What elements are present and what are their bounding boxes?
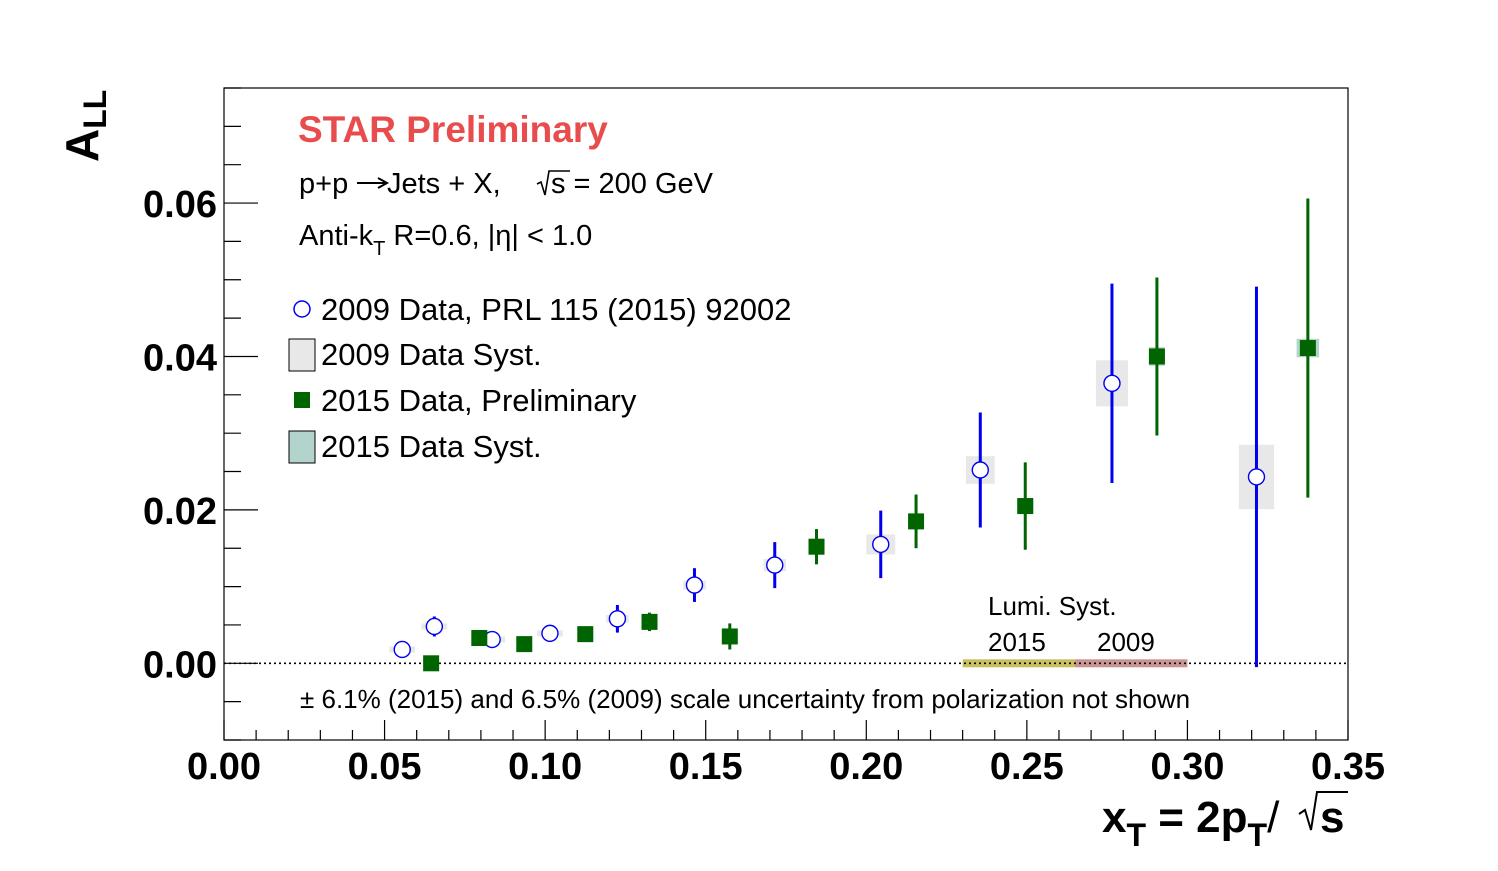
point-2009-6 [766,556,784,574]
x-axis-title-main: x [1102,793,1127,842]
lumi-band-2009 [1075,659,1188,668]
x-axis-title-sub2: T [1248,817,1268,853]
legend-filled-square-icon [294,392,310,408]
sqrt-icon [536,170,570,196]
x-tick-labels: 0.00 0.05 0.10 0.15 0.20 0.25 0.30 0.35 [187,746,1385,788]
collision-info-c: s = 200 GeV [551,168,714,200]
point-2015-10 [1299,340,1316,357]
point-2009-5 [685,576,704,594]
point-2015-7 [908,513,925,530]
jet-info-c: | < 1.0 [511,220,592,252]
point-2015-0 [423,655,440,672]
data-markers [393,340,1316,672]
point-2015-6 [808,538,825,555]
axis-ticks [223,87,1349,741]
jet-info-a: Anti-k [299,220,374,252]
svg-text:xT = 2pT/: xT = 2pT/ [1102,793,1280,853]
point-2009-8 [971,461,989,479]
x-axis-title-slash: / [1267,793,1280,842]
svg-text:p+p: p+p [299,168,348,200]
x-tick-label: 0.10 [508,746,582,788]
legend: 2009 Data, PRL 115 (2015) 92002 2009 Dat… [288,292,792,464]
x-axis-title-sub: T [1126,817,1146,853]
point-2015-4 [641,613,658,630]
x-tick-label: 0.15 [669,746,743,788]
svg-text:ALL: ALL [56,90,113,162]
y-tick-labels: 0.00 0.02 0.04 0.06 [143,184,217,686]
legend-2015-syst-box-icon [288,430,316,464]
jet-info: Anti-kT R=0.6, |η| < 1.0 [299,220,592,260]
x-tick-label: 0.20 [829,746,903,788]
x-axis-title-eq: = 2p [1146,793,1248,842]
legend-2015-data: 2015 Data, Preliminary [321,383,637,418]
x-tick-label: 0.30 [1150,746,1224,788]
point-2015-1 [471,629,488,646]
point-2015-3 [577,626,594,643]
point-2015-2 [516,636,533,653]
x-tick-label: 0.00 [187,746,261,788]
collision-info-b: Jets + X, [387,168,501,200]
legend-2009-data: 2009 Data, PRL 115 (2015) 92002 [321,292,792,327]
point-2015-8 [1017,498,1034,515]
y-tick-label: 0.04 [143,337,217,379]
x-tick-label: 0.25 [990,746,1064,788]
collision-info-a: p+p [299,168,348,200]
point-2015-9 [1148,348,1165,365]
x-tick-label: 0.35 [1311,746,1385,788]
point-2009-0 [393,640,411,659]
point-2009-3 [541,624,559,643]
jet-info-sub: T [373,238,385,260]
lumi-label-2015: 2015 [988,627,1046,657]
star-preliminary-label: STAR Preliminary [298,109,608,150]
point-2015-5 [721,628,738,645]
scale-uncertainty-note: ± 6.1% (2015) and 6.5% (2009) scale unce… [300,684,1190,714]
x-tick-label: 0.05 [348,746,422,788]
plot-frame [223,87,1349,741]
legend-open-circle-icon [293,300,311,318]
x-axis-title-s: s [1320,793,1344,842]
lumi-bands [962,659,1188,668]
arrow-icon [357,177,390,189]
lumi-band-2015 [962,659,1076,668]
point-2009-1 [425,617,444,636]
y-axis-title: ALL [56,90,113,162]
jet-info-eta: η [495,220,511,252]
x-axis-title: xT = 2pT/ s [1102,791,1348,853]
point-2009-9 [1103,374,1121,393]
point-2009-7 [872,535,890,554]
y-axis-title-sub: LL [77,90,113,129]
x-axis-sqrt-icon [1298,791,1348,831]
legend-2009-syst: 2009 Data Syst. [321,337,542,372]
lumi-label-2009: 2009 [1097,627,1155,657]
jet-info-b: R=0.6, | [385,220,495,252]
y-tick-label: 0.00 [143,644,217,686]
legend-2009-syst-box-icon [288,338,316,372]
lumi-syst-title: Lumi. Syst. [988,591,1117,621]
collision-info: p+p Jets + X, s = 200 GeV [299,168,714,200]
legend-2015-syst: 2015 Data Syst. [321,429,542,464]
y-tick-label: 0.02 [143,491,217,533]
y-tick-label: 0.06 [143,184,217,226]
y-axis-title-main: A [56,129,108,162]
point-2009-4 [608,610,627,628]
point-2009-10 [1247,468,1266,486]
